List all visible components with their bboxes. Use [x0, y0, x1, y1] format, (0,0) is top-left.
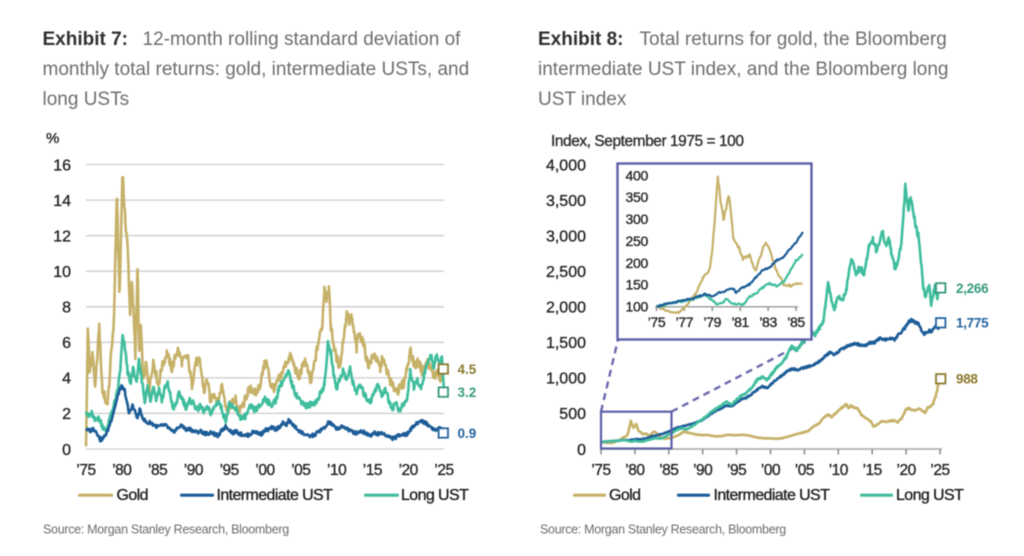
svg-text:12: 12: [53, 228, 71, 245]
svg-text:0: 0: [577, 442, 586, 459]
svg-text:0.9: 0.9: [458, 426, 477, 441]
svg-text:350: 350: [626, 189, 649, 205]
svg-text:1,500: 1,500: [546, 335, 586, 352]
svg-text:4.5: 4.5: [458, 362, 477, 377]
svg-text:’15: ’15: [363, 462, 382, 479]
svg-text:4: 4: [62, 371, 71, 388]
svg-text:’90: ’90: [693, 462, 713, 479]
svg-text:400: 400: [626, 167, 649, 183]
svg-text:Source: Morgan Stanley Researc: Source: Morgan Stanley Research, Bloombe…: [43, 523, 289, 537]
svg-text:1,775: 1,775: [956, 316, 989, 331]
svg-text:’75: ’75: [591, 462, 610, 479]
svg-text:’75: ’75: [648, 314, 666, 330]
svg-text:4,000: 4,000: [546, 157, 586, 174]
svg-text:Intermediate UST: Intermediate UST: [714, 487, 831, 504]
svg-text:3,500: 3,500: [546, 193, 586, 210]
svg-text:’95: ’95: [727, 462, 746, 479]
svg-text:’05: ’05: [291, 462, 310, 479]
svg-text:’10: ’10: [829, 462, 849, 479]
svg-text:UST index: UST index: [538, 89, 627, 110]
svg-text:’95: ’95: [220, 462, 239, 479]
svg-text:’77: ’77: [676, 314, 694, 330]
svg-text:100: 100: [626, 299, 649, 315]
svg-text:200: 200: [626, 255, 649, 271]
svg-text:8: 8: [62, 300, 71, 317]
svg-text:’80: ’80: [112, 462, 132, 479]
svg-text:500: 500: [559, 406, 586, 423]
svg-text:’85: ’85: [148, 462, 167, 479]
svg-text:Long UST: Long UST: [401, 487, 469, 504]
svg-text:’05: ’05: [795, 462, 814, 479]
svg-text:250: 250: [626, 233, 649, 249]
svg-text:long USTs: long USTs: [43, 89, 130, 110]
svg-text:2,000: 2,000: [546, 300, 586, 317]
svg-text:Exhibit 8:Total returns for go: Exhibit 8: Total returns for gold, the Bl…: [538, 29, 947, 50]
svg-text:’00: ’00: [255, 462, 275, 479]
svg-text:Exhibit 7:12-month rolling sta: Exhibit 7: 12-month rolling standard devi…: [43, 29, 462, 50]
svg-text:’25: ’25: [930, 462, 949, 479]
svg-text:Index, September 1975 = 100: Index, September 1975 = 100: [551, 133, 744, 150]
svg-text:Intermediate UST: Intermediate UST: [217, 487, 334, 504]
svg-text:’15: ’15: [863, 462, 882, 479]
svg-text:6: 6: [62, 335, 71, 352]
svg-text:’75: ’75: [76, 462, 95, 479]
svg-text:’83: ’83: [759, 314, 777, 330]
svg-text:’20: ’20: [897, 462, 917, 479]
svg-text:2: 2: [62, 406, 71, 423]
svg-text:0: 0: [62, 442, 71, 459]
svg-text:14: 14: [53, 193, 71, 210]
svg-text:3.2: 3.2: [458, 385, 477, 400]
svg-text:intermediate UST index, and th: intermediate UST index, and the Bloomber…: [538, 59, 949, 80]
svg-text:%: %: [46, 130, 59, 147]
svg-text:’85: ’85: [787, 314, 805, 330]
svg-text:10: 10: [53, 264, 71, 281]
svg-text:’20: ’20: [399, 462, 419, 479]
svg-text:’10: ’10: [327, 462, 347, 479]
svg-text:2,266: 2,266: [956, 281, 989, 296]
svg-text:150: 150: [626, 277, 649, 293]
svg-text:Gold: Gold: [117, 487, 148, 504]
svg-text:2,500: 2,500: [546, 264, 586, 281]
svg-text:monthly total returns: gold, i: monthly total returns: gold, intermediat…: [43, 59, 470, 80]
svg-text:’81: ’81: [731, 314, 749, 330]
svg-text:’80: ’80: [625, 462, 645, 479]
svg-text:16: 16: [53, 157, 71, 174]
svg-text:’90: ’90: [184, 462, 204, 479]
svg-text:Long UST: Long UST: [896, 487, 964, 504]
svg-text:Source: Morgan Stanley Researc: Source: Morgan Stanley Research, Bloombe…: [540, 523, 786, 537]
svg-text:’79: ’79: [704, 314, 722, 330]
svg-text:Gold: Gold: [609, 487, 640, 504]
svg-text:’25: ’25: [434, 462, 453, 479]
svg-text:’00: ’00: [761, 462, 781, 479]
svg-text:988: 988: [956, 372, 978, 387]
svg-text:300: 300: [626, 211, 649, 227]
svg-text:1,000: 1,000: [546, 371, 586, 388]
svg-text:’85: ’85: [659, 462, 678, 479]
svg-text:3,000: 3,000: [546, 229, 586, 246]
